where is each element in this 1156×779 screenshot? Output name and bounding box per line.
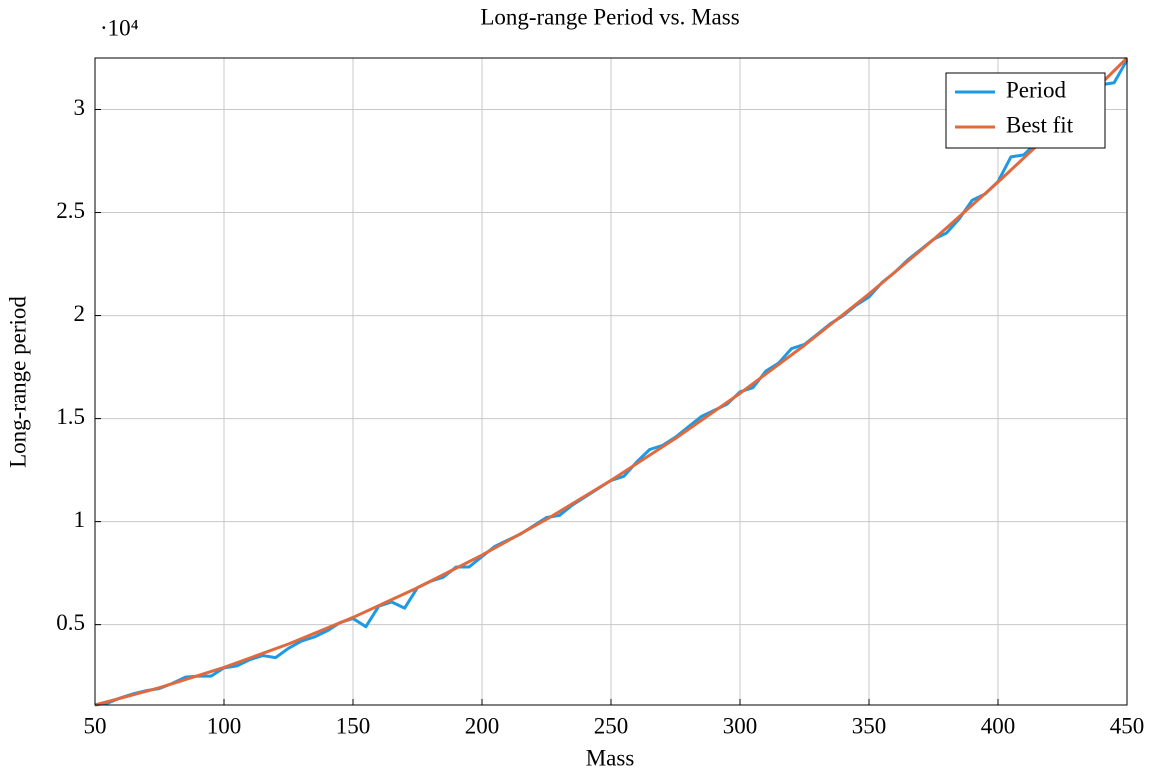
x-tick-label: 200 — [465, 713, 500, 738]
y-scale-label: ·10⁴ — [100, 15, 139, 40]
y-tick-label: 1.5 — [56, 404, 85, 429]
x-tick-label: 350 — [852, 713, 887, 738]
plot-frame — [94, 57, 1128, 706]
x-axis-label: Mass — [586, 745, 635, 770]
x-tick-label: 300 — [723, 713, 758, 738]
x-tick-label: 400 — [981, 713, 1016, 738]
y-tick-label: 2 — [74, 301, 86, 326]
data-line — [94, 56, 1129, 707]
chart-title: Long-range Period vs. Mass — [480, 4, 739, 29]
x-tick-label: 150 — [336, 713, 371, 738]
legend-label: Best fit — [1006, 112, 1074, 137]
y-tick-label: 2.5 — [56, 198, 85, 223]
x-tick-label: 100 — [207, 713, 242, 738]
y-tick-label: 0.5 — [56, 610, 85, 635]
legend-label: Period — [1006, 77, 1067, 102]
x-tick-label: 250 — [594, 713, 629, 738]
x-tick-label: 50 — [84, 713, 107, 738]
y-tick-label: 3 — [74, 95, 86, 120]
y-axis-label: Long-range period — [5, 296, 30, 468]
x-tick-label: 450 — [1110, 713, 1145, 738]
y-tick-label: 1 — [74, 507, 86, 532]
legend-box — [945, 72, 1106, 149]
